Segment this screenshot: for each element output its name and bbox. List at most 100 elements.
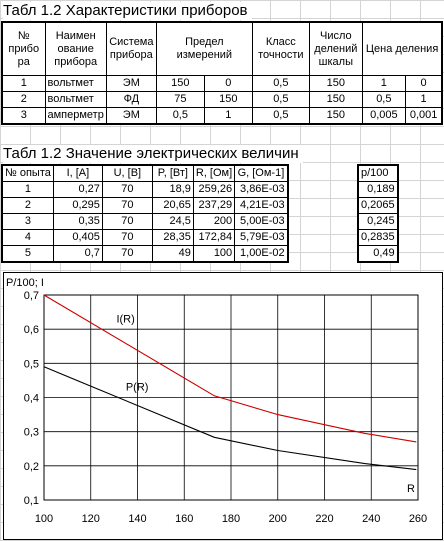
table-cell[interactable]: 1 xyxy=(1,181,54,198)
table-cell[interactable]: 0 xyxy=(203,75,253,92)
header-cell[interactable]: № прибо ра xyxy=(1,21,46,76)
table-cell[interactable]: 150 xyxy=(308,107,363,125)
series-label-p-r: P(R) xyxy=(126,382,149,394)
header-cell[interactable]: I, [A] xyxy=(52,164,103,182)
table-cell[interactable]: 237,29 xyxy=(192,197,236,214)
table-cell[interactable]: 259,26 xyxy=(192,181,236,198)
table-cell[interactable]: 0,2065 xyxy=(357,197,399,214)
y-axis-label: P/100; I xyxy=(6,277,44,289)
table-cell[interactable]: 49 xyxy=(151,245,194,263)
header-cell[interactable]: P, [Вт] xyxy=(151,164,194,182)
y-tick-label: 0,4 xyxy=(24,393,39,405)
table-cell[interactable]: 3,86E-03 xyxy=(234,181,289,198)
header-cell[interactable]: № опыта xyxy=(1,164,54,182)
table-cell[interactable]: вольтмет xyxy=(44,91,107,108)
table-cell[interactable]: 100 xyxy=(192,245,236,263)
x-tick-label: 120 xyxy=(82,513,100,525)
table-cell[interactable]: 5 xyxy=(1,245,54,263)
table-cell[interactable]: 1 xyxy=(361,75,406,92)
table-cell[interactable]: 24,5 xyxy=(151,213,194,230)
header-cell[interactable]: U, [B] xyxy=(101,164,153,182)
header-cell[interactable]: Цена деления xyxy=(361,21,443,76)
series-line-i-r xyxy=(43,294,417,443)
table-cell[interactable]: 70 xyxy=(101,213,153,230)
table-cell[interactable]: 3 xyxy=(1,213,54,230)
header-cell[interactable]: R, [Ом] xyxy=(192,164,236,182)
header-cell[interactable]: Предел измерений xyxy=(155,21,253,76)
table-cell[interactable]: 1 xyxy=(1,75,46,92)
table-cell[interactable]: ЭМ xyxy=(105,107,157,125)
electrical-values-table: № опыта I, [A] U, [B] P, [Вт] R, [Ом] G,… xyxy=(1,164,289,263)
table-row: 3 амперметр ЭМ 0,5 1 0,5 150 0,005 0,001 xyxy=(1,107,443,125)
line-chart: 100 120 140 160 180 200 220 240 260 0,1 0,2 0,3 0,4 0… xyxy=(6,277,427,525)
header-cell[interactable]: Наимен ование прибора xyxy=(44,21,107,76)
table-cell[interactable]: 70 xyxy=(101,181,153,198)
header-cell[interactable]: Класс точности xyxy=(251,21,310,76)
table-cell[interactable]: 0,49 xyxy=(357,245,399,263)
instruments-table: № прибо ра Наимен ование прибора Система… xyxy=(1,21,444,125)
table-cell[interactable]: 0,5 xyxy=(251,75,310,92)
table-row: 0,2835 xyxy=(357,229,399,246)
table-cell[interactable]: 1 xyxy=(203,107,253,125)
y-tick-label: 0,5 xyxy=(24,358,39,370)
header-cell[interactable]: Система прибора xyxy=(105,21,157,76)
table-cell[interactable]: 0,295 xyxy=(52,197,103,214)
table-cell[interactable]: 0,35 xyxy=(52,213,103,230)
table-cell[interactable]: вольтмет xyxy=(44,75,107,92)
table-cell[interactable]: 200 xyxy=(192,213,236,230)
table-cell[interactable]: 0,005 xyxy=(361,107,406,125)
table-cell[interactable]: 1 xyxy=(404,91,443,108)
header-cell[interactable]: G, [Ом-1] xyxy=(234,164,289,182)
table-cell[interactable]: 0,5 xyxy=(155,107,205,125)
x-tick-label: 260 xyxy=(409,513,427,525)
table-row: 1 вольтмет ЭМ 150 0 0,5 150 1 0 xyxy=(1,75,443,92)
table-cell[interactable]: 70 xyxy=(101,197,153,214)
table-cell[interactable]: 5,79E-03 xyxy=(234,229,289,246)
table-cell[interactable]: 4,21E-03 xyxy=(234,197,289,214)
table1-title: Табл 1.2 Характеристики приборов xyxy=(3,2,252,20)
table-cell[interactable]: 150 xyxy=(155,75,205,92)
table-cell[interactable]: 28,35 xyxy=(151,229,194,246)
p-over-100-table: p/100 0,189 0,2065 0,245 0,2835 0,49 xyxy=(357,164,399,263)
x-tick-label: 240 xyxy=(362,513,380,525)
y-tick-label: 0,7 xyxy=(24,290,39,302)
table-cell[interactable]: 0,5 xyxy=(251,107,310,125)
table-cell[interactable]: 150 xyxy=(203,91,253,108)
x-axis-label: R xyxy=(407,483,415,495)
table-cell[interactable]: 3 xyxy=(1,107,46,125)
table-cell[interactable]: 0 xyxy=(404,75,443,92)
table-cell[interactable]: 2 xyxy=(1,197,54,214)
chart-area[interactable]: 100 120 140 160 180 200 220 240 260 0,1 0,2 0,3 0,4 0… xyxy=(3,272,443,540)
table-cell[interactable]: 0,5 xyxy=(361,91,406,108)
table-cell[interactable]: 0,405 xyxy=(52,229,103,246)
table-cell[interactable]: 4 xyxy=(1,229,54,246)
table-cell[interactable]: 5,00E-03 xyxy=(234,213,289,230)
table-cell[interactable]: 150 xyxy=(308,91,363,108)
table-cell[interactable]: 150 xyxy=(308,75,363,92)
table-cell[interactable]: амперметр xyxy=(44,107,107,125)
table-cell[interactable]: 0,5 xyxy=(251,91,310,108)
table-cell[interactable]: 0,2835 xyxy=(357,229,399,246)
table-cell[interactable]: 2 xyxy=(1,91,46,108)
table-cell[interactable]: 172,84 xyxy=(192,229,236,246)
table-cell[interactable]: 1,00E-02 xyxy=(234,245,289,263)
table-row: 0,2065 xyxy=(357,197,399,214)
table-cell[interactable]: 0,189 xyxy=(357,181,399,198)
table-cell[interactable]: 20,65 xyxy=(151,197,194,214)
table-cell[interactable]: 0,27 xyxy=(52,181,103,198)
table-row: 2 0,295 70 20,65 237,29 4,21E-03 xyxy=(1,197,289,214)
header-cell[interactable]: p/100 xyxy=(357,164,399,182)
header-cell[interactable]: Число делений шкалы xyxy=(308,21,363,76)
table-cell[interactable]: 0,7 xyxy=(52,245,103,263)
table-cell[interactable]: 70 xyxy=(101,245,153,263)
table-row: 4 0,405 70 28,35 172,84 5,79E-03 xyxy=(1,229,289,246)
table-cell[interactable]: 75 xyxy=(155,91,205,108)
y-tick-label: 0,6 xyxy=(24,324,39,336)
table-cell[interactable]: 0,245 xyxy=(357,213,399,230)
table-cell[interactable]: ЭМ xyxy=(105,75,157,92)
table-cell[interactable]: 0,001 xyxy=(404,107,443,125)
table-cell[interactable]: ФД xyxy=(105,91,157,108)
table-cell[interactable]: 18,9 xyxy=(151,181,194,198)
table-cell[interactable]: 70 xyxy=(101,229,153,246)
x-tick-label: 140 xyxy=(128,513,146,525)
